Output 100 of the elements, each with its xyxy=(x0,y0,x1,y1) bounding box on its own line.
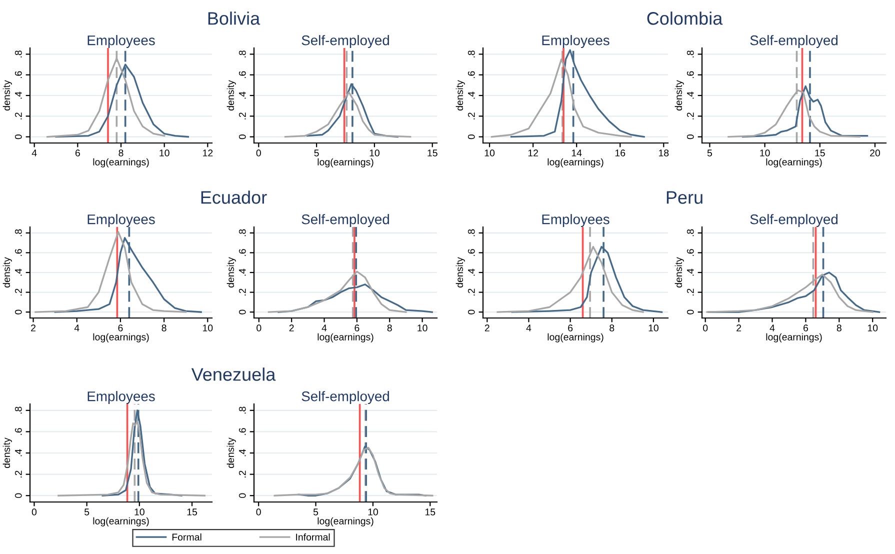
x-tick-label: 4 xyxy=(74,324,80,332)
x-tick-label: 8 xyxy=(118,150,124,156)
y-tick-label: .4 xyxy=(687,92,694,99)
chart-subtitle: Self-employed xyxy=(750,214,838,227)
x-tick-label: 10 xyxy=(484,150,495,156)
x-tick-label: 6 xyxy=(354,324,360,332)
x-tick-label: 15 xyxy=(815,150,825,156)
x-tick-label: 5 xyxy=(313,508,318,516)
x-tick-label: 10 xyxy=(868,324,878,332)
legend-label: Formal xyxy=(172,533,202,541)
x-tick-label: 0 xyxy=(256,150,261,156)
chart-subtitle: Self-employed xyxy=(750,35,838,48)
x-tick-label: 4 xyxy=(526,324,532,332)
x-tick-label: 2 xyxy=(736,324,742,332)
y-tick-label: .8 xyxy=(468,229,475,236)
chart-title: Bolivia xyxy=(208,12,260,25)
x-tick-label: 20 xyxy=(870,150,880,156)
y-tick-label: .2 xyxy=(14,288,22,296)
y-tick-label: .6 xyxy=(14,249,22,256)
x-tick-label: 15 xyxy=(187,508,198,516)
x-tick-label: 15 xyxy=(425,508,436,516)
y-tick-label: 0 xyxy=(238,493,246,498)
y-tick-label: .4 xyxy=(468,92,475,99)
y-tick-label: .2 xyxy=(238,470,246,478)
x-tick-label: 0 xyxy=(32,508,37,516)
y-tick-label: .6 xyxy=(238,249,246,256)
y-tick-label: .8 xyxy=(14,229,22,236)
x-tick-label: 4 xyxy=(770,324,775,332)
y-axis-title: density xyxy=(2,438,12,468)
x-tick-label: 8 xyxy=(387,324,392,332)
x-tick-label: 5 xyxy=(314,150,319,156)
chart-subtitle: Employees xyxy=(88,214,155,227)
x-tick-label: 10 xyxy=(370,150,380,156)
y-tick-label: .6 xyxy=(238,71,246,78)
y-tick-label: .2 xyxy=(14,470,22,478)
x-tick-label: 8 xyxy=(162,324,166,332)
y-tick-label: 0 xyxy=(238,310,246,314)
y-axis-title: density xyxy=(226,80,236,110)
x-tick-label: 14 xyxy=(572,150,582,156)
x-tick-label: 0 xyxy=(256,508,261,516)
y-axis-title: density xyxy=(226,257,236,288)
x-axis-title: log(earnings) xyxy=(318,517,374,526)
y-tick-label: .4 xyxy=(239,449,246,456)
y-tick-label: .6 xyxy=(238,428,246,435)
x-tick-label: 4 xyxy=(32,150,37,156)
x-tick-label: 10 xyxy=(760,150,770,156)
y-axis-title: density xyxy=(2,257,12,288)
y-axis-title: density xyxy=(2,80,12,110)
y-tick-label: .6 xyxy=(686,71,694,78)
x-axis-title: log(earnings) xyxy=(548,333,604,342)
x-tick-label: 4 xyxy=(322,324,327,332)
y-tick-label: .4 xyxy=(687,268,694,276)
chart-subtitle: Employees xyxy=(88,35,155,48)
x-axis-title: log(earnings) xyxy=(93,517,149,526)
y-tick-label: .6 xyxy=(468,249,475,256)
y-tick-label: .2 xyxy=(14,112,22,120)
x-tick-label: 8 xyxy=(610,324,614,332)
y-tick-label: .6 xyxy=(14,428,22,435)
x-tick-label: 6 xyxy=(568,324,573,332)
x-tick-label: 0 xyxy=(256,324,262,332)
x-axis-title: log(earnings) xyxy=(548,158,604,168)
chart-subtitle: Employees xyxy=(542,35,610,48)
x-tick-label: 5 xyxy=(707,150,712,156)
x-axis-title: log(earnings) xyxy=(93,333,149,342)
x-tick-label: 2 xyxy=(289,324,294,332)
x-tick-label: 12 xyxy=(203,150,213,156)
y-tick-label: .8 xyxy=(686,229,694,236)
y-tick-label: .4 xyxy=(468,268,475,276)
y-tick-label: .8 xyxy=(468,50,475,58)
x-tick-label: 12 xyxy=(528,150,538,156)
y-axis-title: density xyxy=(226,438,236,468)
x-tick-label: 10 xyxy=(368,508,378,516)
chart-subtitle: Employees xyxy=(542,214,610,227)
y-tick-label: .4 xyxy=(15,268,22,276)
x-axis-title: log(earnings) xyxy=(93,158,149,168)
y-tick-label: .4 xyxy=(239,92,246,99)
y-axis-title: density xyxy=(674,80,684,110)
y-tick-label: .6 xyxy=(14,71,22,78)
x-tick-label: 6 xyxy=(118,324,123,332)
chart-subtitle: Employees xyxy=(88,391,155,404)
chart-title: Colombia xyxy=(647,12,723,25)
x-axis-title: log(earnings) xyxy=(318,158,374,168)
y-tick-label: 0 xyxy=(238,134,246,140)
y-tick-label: .4 xyxy=(239,268,246,276)
y-tick-label: .2 xyxy=(238,288,246,296)
y-tick-label: .8 xyxy=(686,50,694,58)
chart-title: Venezuela xyxy=(191,368,276,381)
y-tick-label: 0 xyxy=(468,134,475,140)
y-tick-label: .8 xyxy=(14,50,22,58)
y-axis-title: density xyxy=(456,80,465,110)
y-tick-label: .4 xyxy=(15,449,22,456)
x-tick-label: 10 xyxy=(134,508,144,516)
x-tick-label: 10 xyxy=(418,324,428,332)
y-tick-label: .8 xyxy=(238,50,246,58)
x-tick-label: 10 xyxy=(648,324,658,332)
x-tick-label: 8 xyxy=(836,324,842,332)
y-tick-label: 0 xyxy=(686,310,694,314)
x-axis-title: log(earnings) xyxy=(318,333,374,342)
y-tick-label: .6 xyxy=(468,71,475,78)
x-tick-label: 2 xyxy=(31,324,36,332)
